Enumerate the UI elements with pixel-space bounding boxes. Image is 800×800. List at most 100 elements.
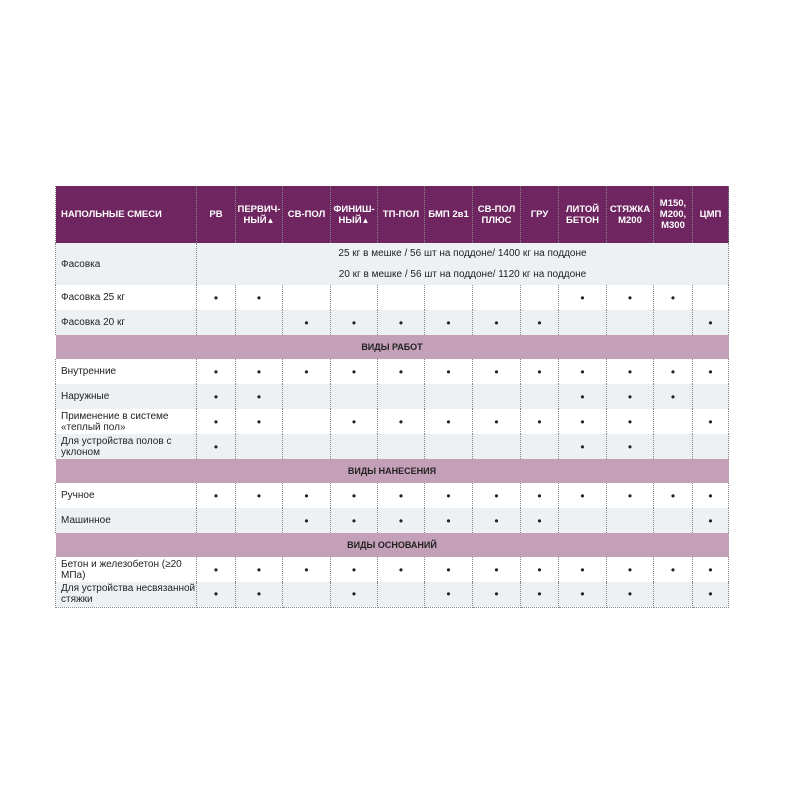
empty-cell — [235, 310, 283, 335]
check-bullet: • — [196, 483, 236, 508]
check-bullet: • — [558, 384, 607, 409]
empty-cell — [377, 582, 425, 608]
row-label: Машинное — [55, 508, 197, 533]
empty-cell — [692, 285, 729, 310]
check-bullet: • — [606, 384, 654, 409]
empty-cell — [282, 434, 331, 459]
check-bullet: • — [653, 557, 693, 582]
check-bullet: • — [196, 384, 236, 409]
check-bullet: • — [558, 582, 607, 608]
check-bullet: • — [424, 508, 473, 533]
column-header: ГРУ — [520, 186, 559, 243]
empty-cell — [282, 285, 331, 310]
packaging-info: 25 кг в мешке / 56 шт на поддоне/ 1400 к… — [196, 243, 729, 285]
column-header-text: СТЯЖКА — [609, 203, 651, 215]
check-bullet: • — [606, 557, 654, 582]
mountain-icon: ▲ — [266, 215, 275, 225]
check-bullet: • — [235, 409, 283, 434]
column-header-line: НЫЙ▲ — [331, 215, 377, 226]
check-bullet: • — [558, 359, 607, 384]
check-bullet: • — [330, 483, 378, 508]
empty-cell — [606, 508, 654, 533]
row-label: Фасовка — [55, 243, 197, 285]
empty-cell — [282, 384, 331, 409]
check-bullet: • — [692, 359, 729, 384]
check-bullet: • — [472, 508, 521, 533]
check-bullet: • — [606, 285, 654, 310]
check-bullet: • — [424, 310, 473, 335]
column-header-line: СВ-ПОЛ — [283, 209, 330, 220]
check-bullet: • — [330, 409, 378, 434]
check-bullet: • — [282, 557, 331, 582]
check-bullet: • — [692, 310, 729, 335]
check-bullet: • — [424, 359, 473, 384]
row-label: Фасовка 20 кг — [55, 310, 197, 335]
section-header: ВИДЫ ОСНОВАНИЙ — [55, 533, 729, 557]
row-label: Наружные — [55, 384, 197, 409]
column-header-line: М200, — [654, 209, 692, 220]
column-header-line: БЕТОН — [559, 215, 606, 226]
row-label: Для устройства полов с уклоном — [55, 434, 197, 459]
table-row: Применение в системе «теплый пол» • • • • • • •… — [55, 409, 729, 434]
empty-cell — [653, 310, 693, 335]
check-bullet: • — [558, 434, 607, 459]
empty-cell — [653, 409, 693, 434]
column-header: СВ-ПОЛ ПЛЮС — [472, 186, 521, 243]
check-bullet: • — [235, 483, 283, 508]
check-bullet: • — [653, 285, 693, 310]
empty-cell — [282, 409, 331, 434]
check-bullet: • — [520, 483, 559, 508]
empty-cell — [196, 508, 236, 533]
empty-cell — [472, 434, 521, 459]
check-bullet: • — [520, 409, 559, 434]
empty-cell — [235, 434, 283, 459]
check-bullet: • — [424, 483, 473, 508]
check-bullet: • — [377, 557, 425, 582]
empty-cell — [377, 384, 425, 409]
check-bullet: • — [377, 359, 425, 384]
check-bullet: • — [692, 409, 729, 434]
mountain-icon: ▲ — [361, 215, 370, 225]
row-label: Внутренние — [55, 359, 197, 384]
column-header-line: ТП-ПОЛ — [378, 209, 424, 220]
column-header: ТП-ПОЛ — [377, 186, 425, 243]
check-bullet: • — [235, 384, 283, 409]
column-header: М150, М200, М300 — [653, 186, 693, 243]
column-header-text: М200, — [659, 209, 687, 220]
empty-cell — [330, 434, 378, 459]
check-bullet: • — [472, 310, 521, 335]
column-header-text: ПЛЮС — [481, 214, 512, 226]
check-bullet: • — [196, 285, 236, 310]
check-bullet: • — [558, 409, 607, 434]
check-bullet: • — [692, 557, 729, 582]
column-header-text: СВ-ПОЛ — [287, 209, 326, 220]
column-header-line: ЛИТОЙ — [559, 204, 606, 215]
empty-cell — [424, 384, 473, 409]
packaging-line-1: 25 кг в мешке / 56 шт на поддоне/ 1400 к… — [338, 248, 587, 259]
packaging-row: Фасовка 25 кг в мешке / 56 шт на поддоне… — [55, 243, 729, 285]
column-header: ЦМП — [692, 186, 729, 243]
check-bullet: • — [196, 557, 236, 582]
table-row: Для устройства полов с уклоном • • • — [55, 434, 729, 459]
check-bullet: • — [196, 409, 236, 434]
check-bullet: • — [558, 483, 607, 508]
column-header-line: ПЕРВИЧ- — [236, 204, 282, 215]
check-bullet: • — [377, 409, 425, 434]
check-bullet: • — [606, 409, 654, 434]
column-header-text: НЫЙ — [338, 214, 362, 226]
check-bullet: • — [424, 409, 473, 434]
empty-cell — [330, 285, 378, 310]
check-bullet: • — [424, 582, 473, 608]
check-bullet: • — [520, 582, 559, 608]
table-row: Для устройства несвязанной стяжки • • • • • • •… — [55, 582, 729, 608]
check-bullet: • — [235, 557, 283, 582]
check-bullet: • — [653, 359, 693, 384]
column-header: РВ — [196, 186, 236, 243]
row-label: Для устройства несвязанной стяжки — [55, 582, 197, 608]
empty-cell — [520, 384, 559, 409]
header-title: НАПОЛЬНЫЕ СМЕСИ — [55, 186, 197, 243]
check-bullet: • — [196, 582, 236, 608]
check-bullet: • — [282, 310, 331, 335]
check-bullet: • — [472, 582, 521, 608]
empty-cell — [472, 285, 521, 310]
